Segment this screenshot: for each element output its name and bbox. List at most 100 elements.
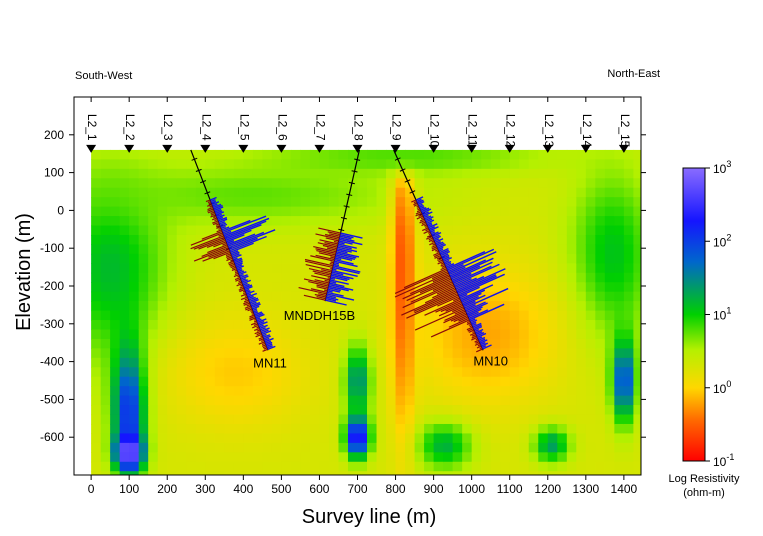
log-bar-high xyxy=(440,301,462,313)
heatmap-cell xyxy=(367,471,378,475)
heatmap-cell xyxy=(138,282,149,293)
log-bar-high xyxy=(263,347,268,350)
x-tick-label: 0 xyxy=(88,482,95,496)
heatmap-cell xyxy=(490,452,501,463)
heatmap-cell xyxy=(595,452,606,463)
heatmap-cell xyxy=(328,338,340,349)
heatmap-cell xyxy=(623,301,634,312)
heatmap-cell xyxy=(538,414,549,425)
heatmap-cell xyxy=(576,206,587,217)
heatmap-cell xyxy=(462,329,473,340)
heatmap-cell xyxy=(614,206,625,217)
heatmap-cell xyxy=(443,216,454,227)
heatmap-cell xyxy=(233,187,244,198)
heatmap-cell xyxy=(357,168,368,179)
heatmap-cell xyxy=(367,197,378,208)
heatmap-cell xyxy=(557,206,568,217)
heatmap-cell xyxy=(224,159,235,170)
log-bar-high xyxy=(312,270,332,276)
heatmap-cell xyxy=(547,263,558,274)
log-bar-high xyxy=(313,245,337,253)
heatmap-cell xyxy=(528,301,539,312)
depth-tick xyxy=(338,228,345,232)
heatmap-cell xyxy=(252,386,263,397)
heatmap-cell xyxy=(214,405,225,416)
heatmap-cell xyxy=(195,272,206,283)
heatmap-cell xyxy=(367,452,378,463)
heatmap-cell xyxy=(538,395,549,406)
heatmap-cell xyxy=(347,272,359,283)
heatmap-cell xyxy=(309,244,321,255)
heatmap-cell xyxy=(224,338,235,349)
heatmap-cell xyxy=(405,405,416,416)
heatmap-cell xyxy=(224,433,235,444)
log-bar-high xyxy=(468,329,475,333)
heatmap-cell xyxy=(262,263,273,274)
heatmap-cell xyxy=(338,310,349,321)
heatmap-cell xyxy=(290,338,302,349)
heatmap-cell xyxy=(481,376,492,387)
heatmap-cell xyxy=(148,168,159,179)
heatmap-cell xyxy=(462,471,473,475)
heatmap-cell xyxy=(614,405,625,416)
log-bar-low xyxy=(471,323,477,327)
heatmap-cell xyxy=(604,178,615,189)
heatmap-cell xyxy=(443,442,454,453)
heatmap-cell xyxy=(623,244,634,255)
heatmap-cell xyxy=(138,301,149,312)
heatmap-cell xyxy=(604,423,615,435)
x-tick-label: 700 xyxy=(347,482,367,496)
log-bar-high xyxy=(401,290,457,316)
heatmap-cell xyxy=(395,395,406,406)
heatmap-cell xyxy=(195,433,206,444)
heatmap-cell xyxy=(405,301,416,312)
heatmap-cell xyxy=(395,357,406,368)
heatmap-cell xyxy=(538,159,549,170)
heatmap-cell xyxy=(119,282,130,293)
heatmap-cell xyxy=(386,320,397,331)
heatmap-cell xyxy=(433,253,444,264)
heatmap-cell xyxy=(386,357,397,368)
log-bar-low xyxy=(262,333,267,337)
heatmap-cell xyxy=(328,159,340,170)
heatmap-cell xyxy=(576,338,587,349)
log-bar-high xyxy=(440,266,447,271)
station-marker-icon xyxy=(162,144,173,153)
heatmap-cell xyxy=(319,414,330,425)
heatmap-cell xyxy=(528,433,539,444)
heatmap-cell xyxy=(500,206,511,217)
heatmap-cell xyxy=(367,405,378,416)
heatmap-cell xyxy=(386,178,397,189)
heatmap-cell xyxy=(376,433,387,444)
log-bar-high xyxy=(315,254,335,261)
heatmap-cell xyxy=(623,433,634,444)
heatmap-cell xyxy=(195,452,206,463)
log-bar-low xyxy=(210,199,216,203)
log-bar-low xyxy=(209,196,217,201)
heatmap-cell xyxy=(100,461,111,472)
heatmap-cell xyxy=(347,263,359,274)
heatmap-cell xyxy=(224,329,235,340)
heatmap-cell xyxy=(119,168,130,179)
heatmap-cell xyxy=(462,178,473,189)
heatmap-cell xyxy=(395,291,406,302)
heatmap-cell xyxy=(443,168,454,179)
log-bar-high xyxy=(243,299,249,303)
heatmap-cell xyxy=(509,395,520,406)
heatmap-cell xyxy=(186,348,197,359)
log-bar-low xyxy=(250,301,261,307)
heatmap-cell xyxy=(262,423,273,435)
heatmap-cell xyxy=(623,178,634,189)
heatmap-cell xyxy=(576,272,587,283)
heatmap-cell xyxy=(167,159,178,170)
heatmap-cell xyxy=(347,282,359,293)
heatmap-cell xyxy=(623,282,634,293)
heatmap-cell xyxy=(538,348,549,359)
log-bar-high xyxy=(228,262,235,266)
heatmap-cell xyxy=(205,471,216,475)
heatmap-cell xyxy=(290,206,302,217)
log-bar-low xyxy=(424,215,432,220)
heatmap-cell xyxy=(224,423,235,435)
log-bar-low xyxy=(245,290,251,294)
log-bar-low xyxy=(435,240,441,245)
